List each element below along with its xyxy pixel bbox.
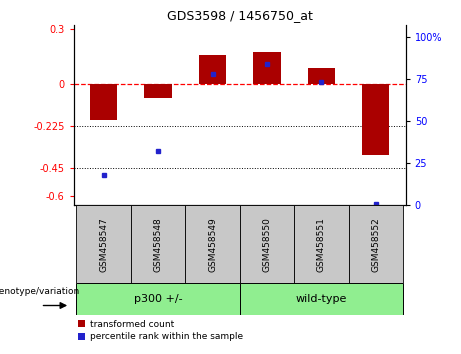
Text: GSM458549: GSM458549 — [208, 217, 217, 272]
Text: GSM458552: GSM458552 — [371, 217, 380, 272]
Title: GDS3598 / 1456750_at: GDS3598 / 1456750_at — [167, 9, 313, 22]
Bar — [362, 84, 390, 155]
Bar — [294, 205, 349, 283]
Text: GSM458551: GSM458551 — [317, 217, 326, 272]
Bar — [240, 283, 403, 315]
Text: GSM458550: GSM458550 — [262, 217, 272, 272]
Bar — [240, 205, 294, 283]
Bar — [199, 56, 226, 84]
Bar — [254, 52, 281, 84]
Bar — [144, 84, 171, 98]
Text: p300 +/-: p300 +/- — [134, 294, 183, 304]
Bar — [131, 205, 185, 283]
Text: GSM458548: GSM458548 — [154, 217, 163, 272]
Bar — [77, 283, 240, 315]
Bar — [90, 84, 117, 120]
Text: wild-type: wild-type — [296, 294, 347, 304]
Text: GSM458547: GSM458547 — [99, 217, 108, 272]
Bar — [349, 205, 403, 283]
Legend: transformed count, percentile rank within the sample: transformed count, percentile rank withi… — [78, 320, 243, 341]
Text: genotype/variation: genotype/variation — [0, 287, 80, 296]
Bar — [77, 205, 131, 283]
Bar — [308, 68, 335, 84]
Bar — [185, 205, 240, 283]
